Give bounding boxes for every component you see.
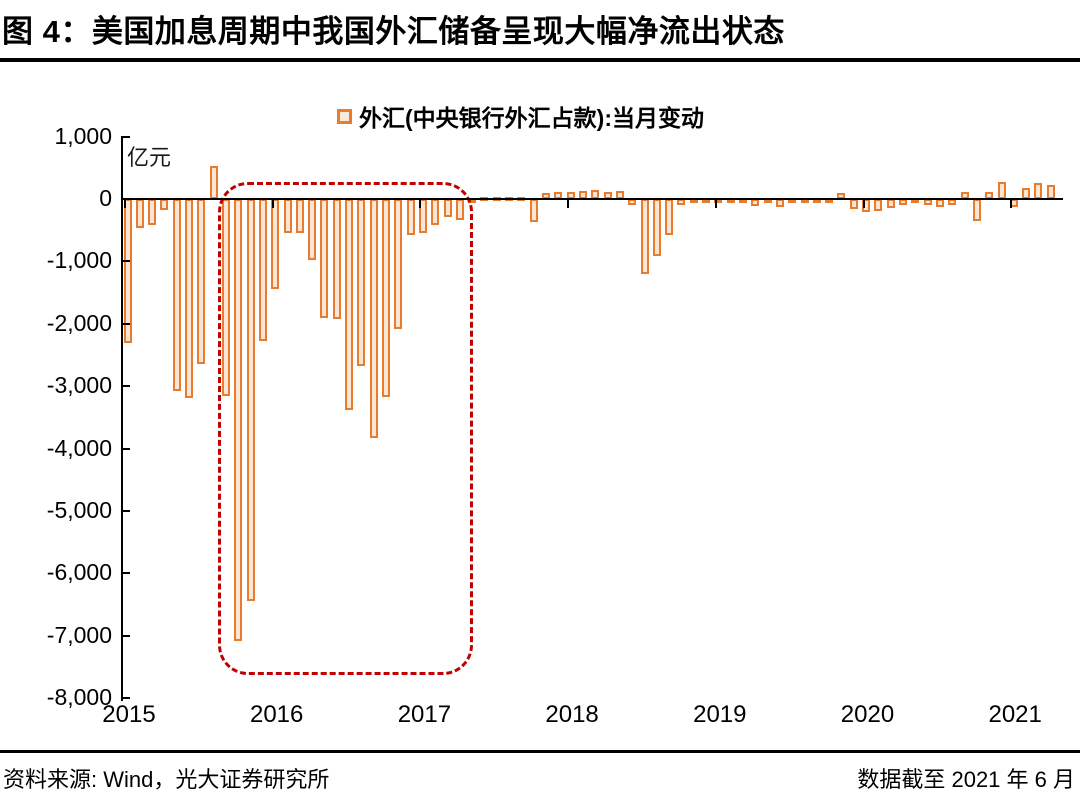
bar-2020-01 — [837, 192, 846, 199]
zero-baseline — [121, 198, 1063, 200]
bar-2016-12 — [382, 199, 390, 398]
title-divider — [0, 58, 1080, 62]
bar-2018-10 — [652, 199, 661, 257]
y-tick-mark — [122, 634, 130, 637]
chart-legend: 外汇(中央银行外汇占款):当月变动 — [337, 102, 704, 131]
bar-2021-01 — [985, 191, 994, 199]
x-tick-label: 2017 — [397, 701, 452, 728]
bar-2017-04 — [431, 199, 440, 226]
bar-2018-04 — [578, 190, 587, 199]
bar-2015-07 — [172, 199, 181, 392]
x-tick-label: 2018 — [545, 701, 599, 728]
legend-bar-swatch-icon — [337, 108, 352, 124]
x-tick-mark — [419, 200, 422, 208]
bar-2015-08 — [185, 199, 194, 398]
bar-2020-05 — [886, 199, 895, 209]
bar-2018-01 — [542, 193, 551, 199]
bar-2019-02 — [702, 199, 711, 203]
x-tick-label: 2015 — [102, 701, 156, 728]
footer-divider — [0, 750, 1080, 753]
bar-2016-03 — [271, 199, 280, 290]
figure-title: 图 4：美国加息周期中我国外汇储备呈现大幅净流出状态 — [2, 14, 785, 49]
y-tick-label: -2,000 — [46, 309, 112, 336]
x-tick-mark — [862, 200, 865, 208]
y-tick-mark — [122, 322, 130, 325]
bar-2018-07 — [615, 190, 624, 199]
x-tick-mark — [567, 200, 570, 208]
bar-2018-06 — [603, 191, 612, 199]
y-tick-mark — [122, 697, 130, 700]
bar-2019-11 — [812, 199, 821, 203]
x-tick-label: 2016 — [249, 701, 304, 728]
y-tick-mark — [122, 510, 130, 512]
y-tick-label: -5,000 — [46, 497, 112, 523]
bar-2021-06 — [1046, 184, 1055, 199]
x-tick-mark — [1010, 200, 1013, 208]
bar-2019-01 — [689, 199, 698, 203]
bar-2021-02 — [997, 182, 1006, 199]
x-tick-label: 2021 — [988, 701, 1042, 728]
y-tick-mark — [122, 198, 130, 200]
y-tick-label: -6,000 — [46, 559, 112, 586]
bar-2021-05 — [1034, 183, 1043, 199]
x-tick-mark — [124, 200, 126, 208]
bar-2019-09 — [788, 199, 797, 203]
y-tick-mark — [122, 260, 130, 263]
bar-2018-11 — [665, 199, 674, 235]
y-axis-line — [121, 136, 123, 701]
bar-2015-05 — [148, 199, 157, 226]
bar-2019-04 — [726, 199, 735, 203]
bar-2015-03 — [123, 199, 132, 343]
bar-2017-02 — [406, 199, 415, 236]
bar-2019-08 — [775, 199, 784, 207]
bar-2017-01 — [394, 199, 403, 330]
bar-2019-12 — [825, 199, 834, 203]
footer-source: 资料来源: Wind，光大证券研究所 — [3, 767, 330, 792]
bar-2016-10 — [357, 199, 366, 367]
y-tick-label: -1,000 — [46, 247, 112, 274]
bar-2015-04 — [135, 199, 144, 228]
bar-2016-02 — [258, 199, 267, 342]
y-tick-label: -8,000 — [46, 684, 112, 711]
bar-2018-03 — [566, 191, 575, 199]
y-tick-mark — [122, 135, 130, 138]
bar-2020-12 — [972, 199, 981, 222]
bar-2017-12 — [529, 199, 538, 222]
bar-2019-07 — [763, 199, 772, 203]
y-tick-label: -4,000 — [46, 434, 112, 461]
y-tick-label: 1,000 — [54, 122, 112, 149]
x-tick-mark — [714, 200, 717, 208]
y-tick-label: -7,000 — [46, 621, 112, 648]
bar-2019-06 — [751, 199, 760, 207]
bar-2016-01 — [246, 199, 255, 602]
highlight-dashed-box — [218, 182, 474, 675]
x-tick-label: 2019 — [693, 701, 747, 728]
y-tick-mark — [122, 572, 130, 575]
y-tick-mark — [122, 447, 130, 450]
bar-2015-09 — [197, 199, 206, 364]
bar-2020-04 — [874, 199, 883, 212]
y-tick-label: -3,000 — [46, 372, 112, 399]
x-tick-label: 2020 — [840, 701, 895, 728]
bar-2018-05 — [591, 189, 600, 199]
y-tick-label: 0 — [99, 185, 112, 211]
footer-note: 数据截至 2021 年 6 月 — [857, 767, 1075, 792]
bar-2020-09 — [935, 199, 944, 208]
bar-2020-02 — [849, 199, 858, 209]
y-axis-unit-label: 亿元 — [127, 145, 172, 170]
bar-2019-05 — [739, 199, 747, 203]
bar-2017-03 — [418, 199, 427, 234]
bar-2018-09 — [640, 199, 649, 274]
bar-2019-10 — [800, 199, 809, 203]
x-tick-mark — [271, 200, 274, 208]
legend-label: 外汇(中央银行外汇占款):当月变动 — [359, 105, 704, 131]
bar-2020-07 — [911, 199, 920, 204]
bar-2015-06 — [160, 199, 169, 210]
y-tick-mark — [122, 385, 130, 388]
bar-2015-10 — [209, 165, 218, 199]
